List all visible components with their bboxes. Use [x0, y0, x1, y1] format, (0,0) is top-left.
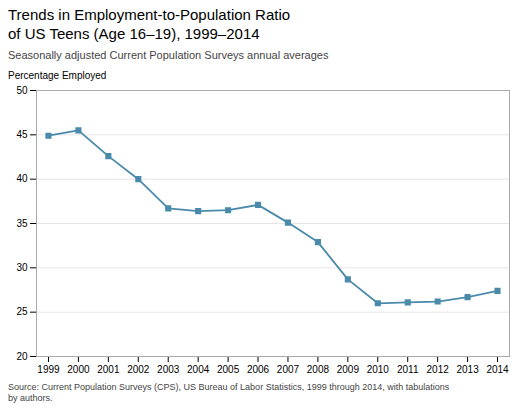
html-text:Seasonally adjusted Current Po: Seasonally adjusted Current Population S…	[8, 48, 329, 61]
html-text:Percentage Employed: Percentage Employed	[8, 69, 107, 81]
svg-text:2000: 2000	[67, 363, 90, 374]
svg-text:50: 50	[16, 84, 28, 95]
html-text:Trends in Employment-to-Popula: Trends in Employment-to-Population Ratio…	[8, 6, 291, 42]
svg-text:45: 45	[16, 129, 28, 140]
svg-text:25: 25	[16, 306, 28, 317]
svg-text:2013: 2013	[456, 363, 479, 374]
svg-text:35: 35	[16, 217, 28, 228]
svg-text:20: 20	[16, 350, 28, 361]
html-text:Source: Current Population Sur: Source: Current Population Surveys (CPS)…	[8, 381, 450, 403]
svg-text:1999: 1999	[37, 363, 60, 374]
svg-text:30: 30	[16, 262, 28, 273]
svg-text:2001: 2001	[97, 363, 120, 374]
svg-text:40: 40	[16, 173, 28, 184]
svg-text:2012: 2012	[427, 363, 450, 374]
svg-text:2010: 2010	[367, 363, 390, 374]
svg-text:2005: 2005	[217, 363, 240, 374]
svg-text:2009: 2009	[337, 363, 360, 374]
svg-text:2011: 2011	[397, 363, 419, 374]
svg-text:2003: 2003	[157, 363, 180, 374]
svg-text:2006: 2006	[247, 363, 270, 374]
svg-text:2008: 2008	[307, 363, 330, 374]
svg-text:2007: 2007	[277, 363, 300, 374]
svg-text:2014: 2014	[486, 363, 509, 374]
svg-text:2002: 2002	[127, 363, 150, 374]
svg-text:2004: 2004	[187, 363, 210, 374]
